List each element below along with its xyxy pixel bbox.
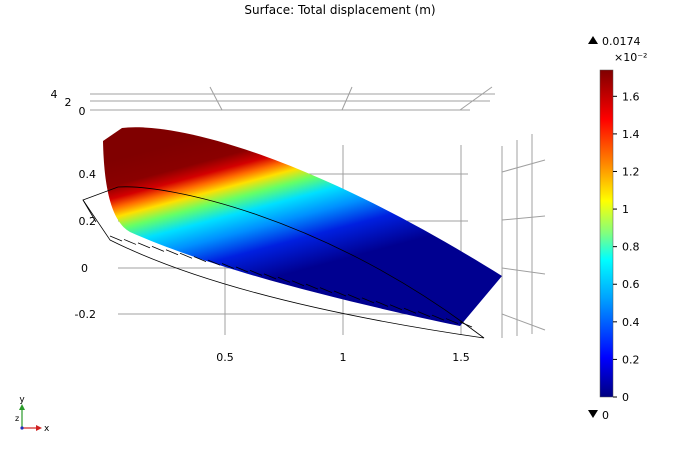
colorbar: 0.0174 ×10⁻² 1.6 1.4 1.2 1 0.8 0.6 0.4 0.2 0 0 (588, 35, 647, 422)
grid-line (341, 86, 353, 111)
colorbar-tick-label: 1.6 (622, 90, 640, 103)
mesh-element-line (109, 235, 123, 242)
mesh-element-line (235, 266, 249, 273)
mesh-element-line (277, 276, 291, 283)
x-tick-label: 1 (340, 351, 347, 364)
y-tick-label: -0.2 (75, 308, 96, 321)
mesh-element-line (305, 283, 319, 290)
grid-line (459, 86, 493, 111)
surface-shape (103, 127, 502, 326)
mesh-element-line (319, 287, 333, 293)
mesh-element-line (221, 263, 235, 269)
colorbar-tick-label: 1.4 (622, 128, 640, 141)
z-tick-label: 2 (65, 96, 72, 109)
mesh-edge (82, 199, 97, 223)
colorbar-tick-label: 0.4 (622, 316, 640, 329)
colorbar-tick-label: 1.2 (622, 165, 640, 178)
colorbar-scale (599, 69, 614, 398)
mesh-element-line (207, 259, 221, 266)
z-axis: 4 2 0 (51, 88, 86, 118)
axis-triad: y x z (15, 395, 50, 434)
grid-line (501, 267, 546, 275)
colorbar-tick-label: 0.6 (622, 278, 640, 291)
mesh-element-line (291, 280, 305, 287)
mesh-element-line (375, 300, 389, 307)
max-triangle-icon (588, 36, 598, 44)
mesh-element-line (137, 242, 151, 249)
mesh-element-line (193, 256, 207, 263)
mesh-element-line (263, 273, 277, 280)
mesh-element-line (361, 297, 375, 304)
chart-title: Surface: Total displacement (m) (244, 3, 436, 17)
undeformed-mesh (82, 186, 485, 339)
triad-x-label: x (44, 424, 50, 434)
y-tick-label: 0.4 (79, 168, 97, 181)
grid-line (501, 159, 546, 173)
mesh-element-line (389, 304, 403, 311)
mesh-element-line (445, 318, 459, 324)
mesh-element-line (165, 249, 179, 256)
mesh-element-line (417, 311, 431, 318)
triad-z-label: z (15, 414, 19, 423)
mesh-element-line (333, 290, 347, 297)
triad-y-arrow-icon (19, 404, 25, 410)
z-tick-label: 0 (79, 105, 86, 118)
mesh-element-line (347, 294, 361, 300)
mesh-outline (82, 186, 485, 339)
colorbar-tick-label: 0.2 (622, 353, 640, 366)
colorbar-max-label: 0.0174 (602, 35, 641, 48)
colorbar-tick-label: 0.8 (622, 241, 640, 254)
colorbar-tick-label: 0 (622, 391, 629, 404)
y-tick-label: 0.2 (79, 215, 97, 228)
triad-z-axis (20, 426, 24, 430)
grid-line (209, 86, 223, 111)
colorbar-tick-label: 1 (622, 203, 629, 216)
triad-y-label: y (19, 395, 25, 405)
colorbar-ticks: 1.6 1.4 1.2 1 0.8 0.6 0.4 0.2 0 (613, 90, 640, 404)
mesh-element-line (431, 314, 445, 321)
mesh-element-line (179, 252, 193, 259)
z-tick-label: 4 (51, 88, 58, 101)
displacement-surface[interactable] (103, 127, 502, 326)
mesh-element-line (151, 245, 165, 252)
grid-line (501, 215, 546, 221)
x-tick-label: 0.5 (216, 351, 234, 364)
x-tick-label: 1.5 (452, 351, 470, 364)
mesh-element-line (123, 239, 137, 245)
x-axis: 0.5 1 1.5 (216, 351, 470, 364)
triad-x-arrow-icon (36, 425, 42, 431)
mesh-element-line (403, 307, 417, 314)
mesh-element-line (459, 321, 473, 328)
y-tick-label: 0 (81, 262, 88, 275)
grid-line (501, 313, 546, 331)
y-axis: 0.4 0.2 0 -0.2 (75, 168, 96, 321)
colorbar-min-label: 0 (602, 409, 609, 422)
min-triangle-icon (588, 410, 598, 418)
colorbar-exponent: ×10⁻² (614, 51, 647, 64)
mesh-element-line (249, 270, 263, 276)
